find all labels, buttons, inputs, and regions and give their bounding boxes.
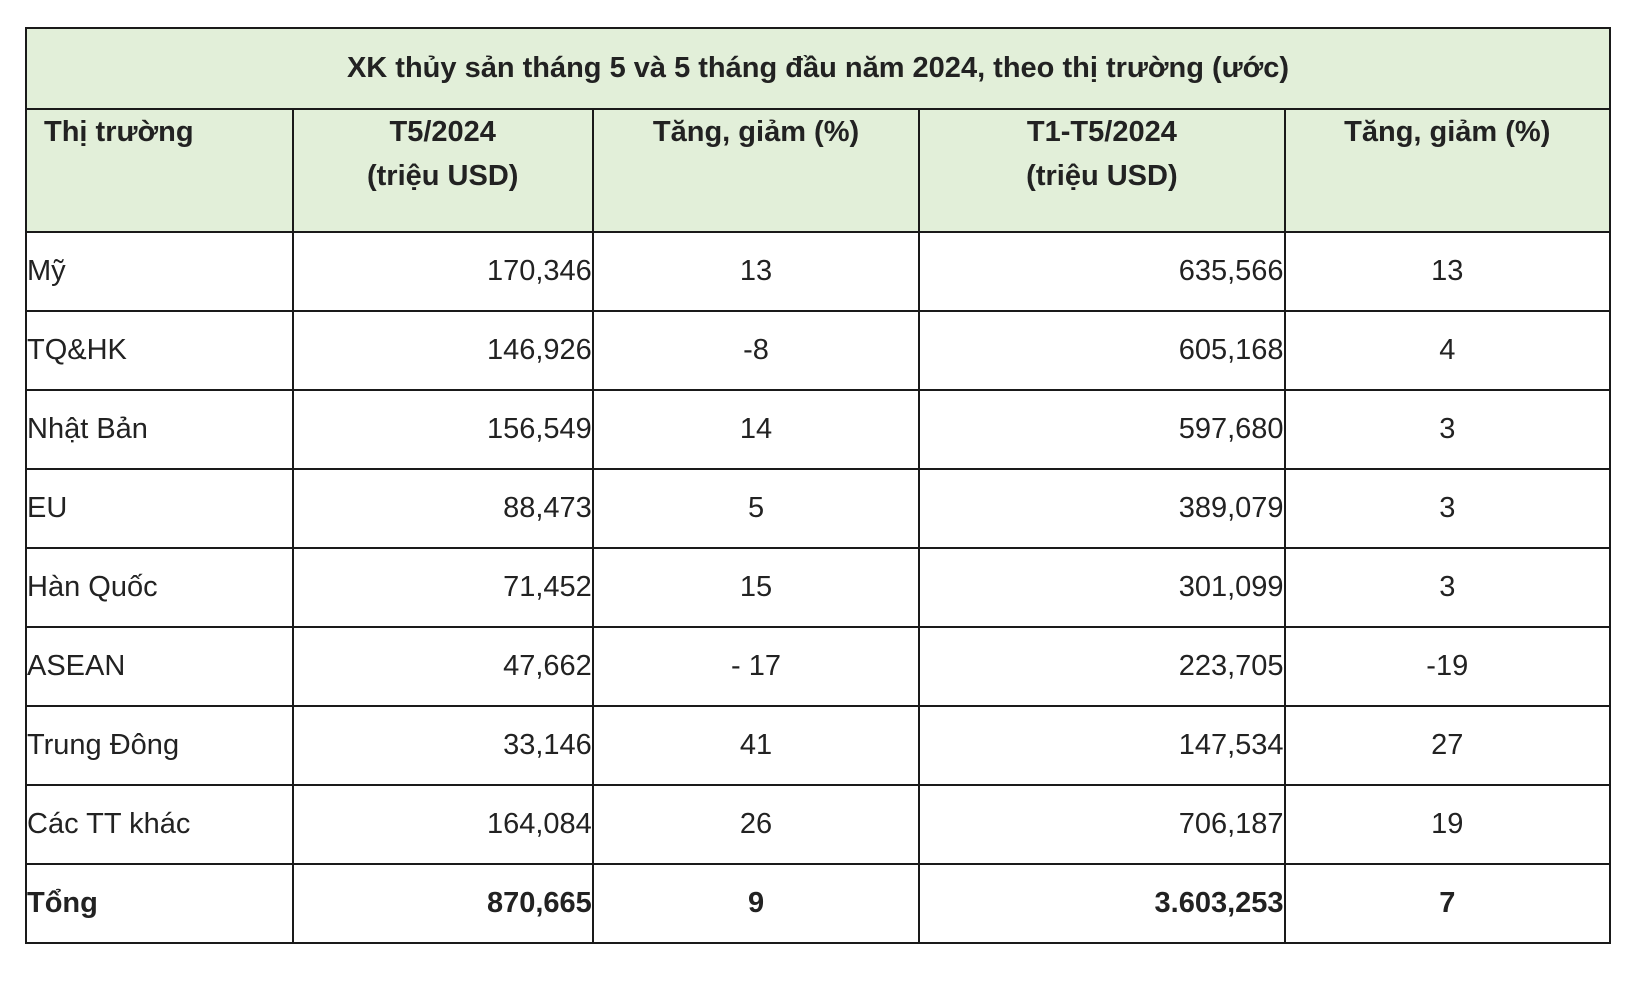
cell-market: Nhật Bản (25, 389, 294, 470)
header-change-month-label: Tăng, giảm (%) (652, 116, 860, 148)
cell-ytd-change: 3 (1283, 468, 1612, 549)
cell-t5-change: 41 (591, 705, 921, 786)
cell-ytd-change: 3 (1283, 389, 1612, 470)
cell-market: EU (25, 468, 294, 549)
cell-t5-change: - 17 (591, 626, 921, 707)
cell-ytd-value: 706,187 (918, 784, 1286, 865)
table-total-row: Tổng 870,665 9 3.603,253 7 (25, 863, 1612, 944)
table-row: Trung Đông 33,146 41 147,534 27 (25, 705, 1612, 786)
cell-t5-change: 5 (591, 468, 921, 549)
table-row: EU 88,473 5 389,079 3 (25, 468, 1612, 549)
cell-t5-change: 15 (591, 547, 921, 628)
cell-total-ytd-change: 7 (1283, 863, 1612, 944)
header-t5-2024-unit: (triệu USD) (366, 160, 519, 192)
cell-t5-change: 26 (591, 784, 921, 865)
cell-ytd-value: 389,079 (918, 468, 1286, 549)
cell-t5-value: 170,346 (291, 231, 594, 312)
cell-ytd-change: 13 (1283, 231, 1612, 312)
cell-t5-value: 47,662 (291, 626, 594, 707)
header-market: Thị trường (25, 108, 294, 233)
header-change-month: Tăng, giảm (%) (591, 108, 921, 233)
header-change-ytd-label: Tăng, giảm (%) (1344, 116, 1551, 148)
cell-t5-value: 146,926 (291, 310, 594, 391)
cell-t5-change: 14 (591, 389, 921, 470)
cell-total-t5-value: 870,665 (291, 863, 594, 944)
header-t1-t5-2024-unit: (triệu USD) (1026, 160, 1178, 192)
cell-ytd-change: -19 (1283, 626, 1612, 707)
cell-t5-change: 13 (591, 231, 921, 312)
cell-t5-value: 88,473 (291, 468, 594, 549)
cell-market: Trung Đông (25, 705, 294, 786)
cell-market: Mỹ (25, 231, 294, 312)
header-t1-t5-2024-label: T1-T5/2024 (1026, 116, 1177, 148)
cell-market: TQ&HK (25, 310, 294, 391)
cell-ytd-value: 597,680 (918, 389, 1286, 470)
cell-ytd-value: 635,566 (918, 231, 1286, 312)
cell-t5-value: 164,084 (291, 784, 594, 865)
header-market-label: Thị trường (44, 116, 194, 148)
header-change-ytd: Tăng, giảm (%) (1283, 108, 1612, 233)
cell-market: Các TT khác (25, 784, 294, 865)
table-title-row: XK thủy sản tháng 5 và 5 tháng đầu năm 2… (25, 27, 1611, 110)
cell-total-label: Tổng (25, 863, 294, 944)
cell-total-ytd-value: 3.603,253 (918, 863, 1286, 944)
cell-ytd-value: 605,168 (918, 310, 1286, 391)
header-t5-2024-label: T5/2024 (389, 116, 496, 148)
table-row: Hàn Quốc 71,452 15 301,099 3 (25, 547, 1612, 628)
header-t1-t5-2024: T1-T5/2024 (triệu USD) (918, 108, 1286, 233)
cell-ytd-change: 19 (1283, 784, 1612, 865)
cell-t5-value: 33,146 (291, 705, 594, 786)
table-row: TQ&HK 146,926 -8 605,168 4 (25, 310, 1612, 391)
cell-ytd-change: 4 (1283, 310, 1612, 391)
table-row: Nhật Bản 156,549 14 597,680 3 (25, 389, 1612, 470)
cell-ytd-change: 27 (1283, 705, 1612, 786)
cell-total-t5-change: 9 (591, 863, 921, 944)
cell-ytd-value: 301,099 (918, 547, 1286, 628)
table-header-row: Thị trường T5/2024 (triệu USD) Tăng, giả… (25, 108, 1612, 233)
cell-market: Hàn Quốc (25, 547, 294, 628)
cell-ytd-change: 3 (1283, 547, 1612, 628)
header-t5-2024: T5/2024 (triệu USD) (291, 108, 594, 233)
table-row: Các TT khác 164,084 26 706,187 19 (25, 784, 1612, 865)
table-row: ASEAN 47,662 - 17 223,705 -19 (25, 626, 1612, 707)
cell-ytd-value: 223,705 (918, 626, 1286, 707)
cell-t5-value: 71,452 (291, 547, 594, 628)
cell-ytd-value: 147,534 (918, 705, 1286, 786)
cell-market: ASEAN (25, 626, 294, 707)
cell-t5-value: 156,549 (291, 389, 594, 470)
export-table: XK thủy sản tháng 5 và 5 tháng đầu năm 2… (25, 27, 1612, 944)
table-title: XK thủy sản tháng 5 và 5 tháng đầu năm 2… (25, 27, 1611, 110)
cell-t5-change: -8 (591, 310, 921, 391)
table-row: Mỹ 170,346 13 635,566 13 (25, 231, 1612, 312)
